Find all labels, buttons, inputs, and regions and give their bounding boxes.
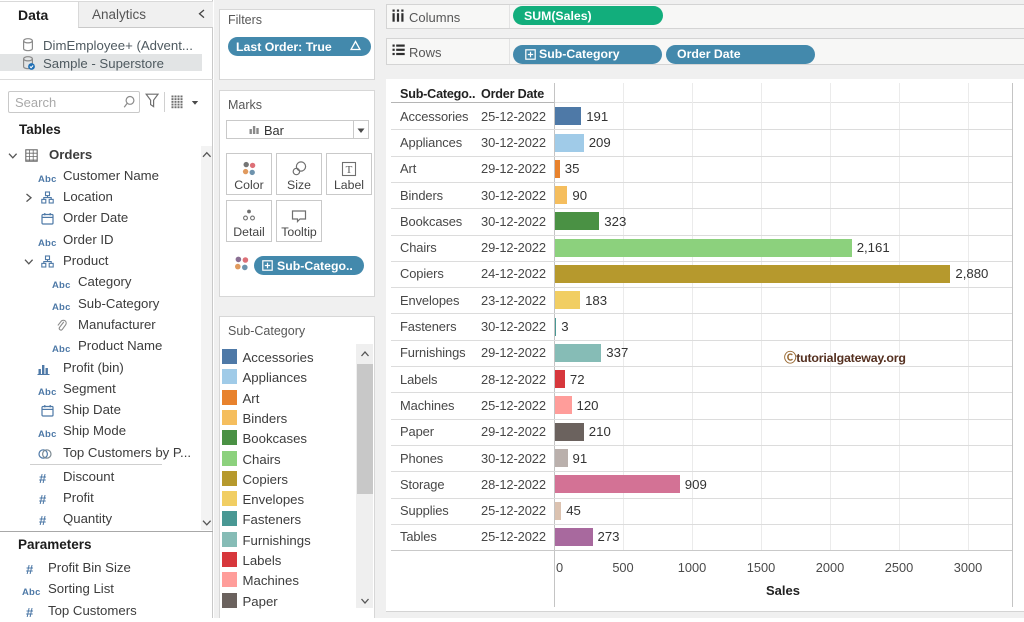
svg-text:T: T: [346, 164, 353, 176]
